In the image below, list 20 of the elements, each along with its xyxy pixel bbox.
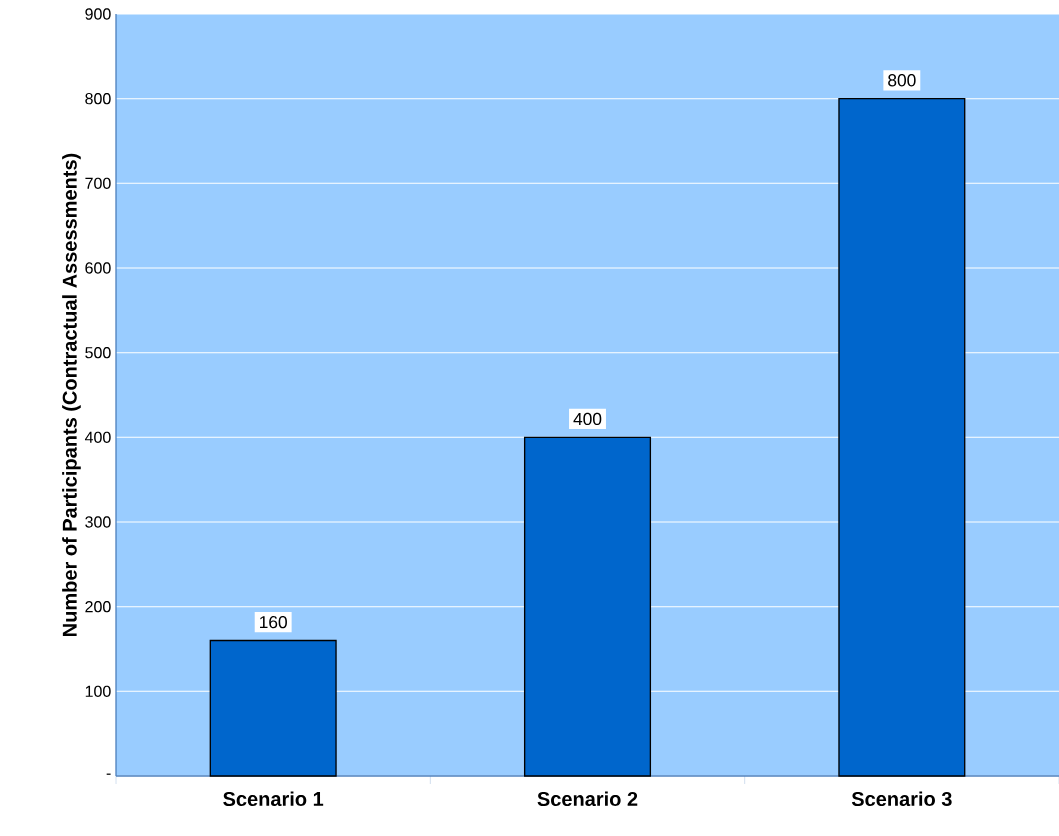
data-label: 160 bbox=[260, 615, 287, 629]
y-tick-label: 700 bbox=[85, 177, 111, 189]
bar bbox=[838, 98, 966, 777]
y-tick-label: 300 bbox=[85, 516, 111, 528]
x-tick-label: Scenario 2 bbox=[537, 791, 638, 807]
bar bbox=[523, 436, 652, 777]
y-tick-label: 500 bbox=[85, 347, 111, 359]
x-tick-label: Scenario 1 bbox=[223, 791, 324, 807]
y-tick-label: 100 bbox=[85, 685, 111, 697]
y-tick-label: 200 bbox=[85, 601, 111, 613]
y-tick-label: 800 bbox=[85, 93, 111, 105]
data-label: 400 bbox=[573, 412, 602, 426]
y-tick-label: 600 bbox=[85, 262, 111, 274]
y-tick-label: - bbox=[106, 773, 111, 775]
x-tick-label: Scenario 3 bbox=[851, 791, 952, 807]
bar bbox=[209, 639, 337, 777]
y-axis-title: Number of Participants (Contractual Assessments) bbox=[62, 153, 81, 636]
data-label: 800 bbox=[888, 74, 916, 87]
y-tick-label: 900 bbox=[85, 8, 111, 20]
y-tick-label: 400 bbox=[84, 431, 111, 443]
